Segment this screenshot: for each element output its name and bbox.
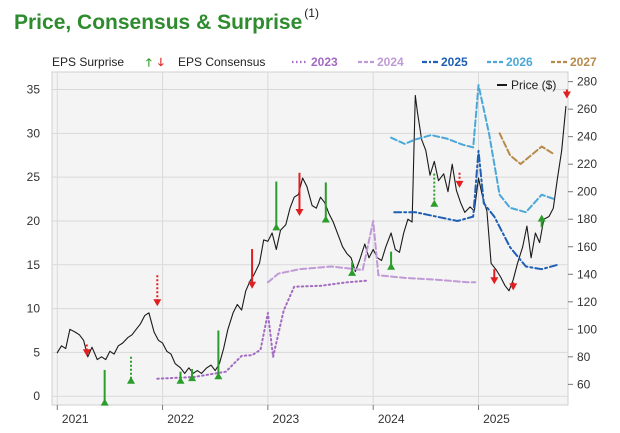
series-line-2024 — [266, 220, 477, 284]
legend-label-price: Price ($) — [511, 78, 556, 92]
right-tick-label-120: 120 — [577, 295, 597, 309]
legend-label-2023: 2023 — [311, 55, 338, 69]
surprise-arrowhead-19 — [562, 91, 571, 99]
legend-label-2026: 2026 — [506, 55, 533, 69]
surprise-arrowhead-8 — [248, 281, 257, 289]
axes: 0510152025303560801001201401601802002202… — [27, 75, 598, 426]
surprise-arrowhead-18 — [537, 214, 546, 222]
surprise-arrowhead-2 — [100, 398, 109, 406]
left-tick-label-5: 5 — [33, 345, 40, 359]
chart-title: Price, Consensus & Surprise (1) — [14, 6, 319, 35]
left-tick-label-10: 10 — [27, 302, 41, 316]
legend-arrow-down-icon: 🡓 — [158, 57, 164, 69]
right-tick-label-80: 80 — [577, 350, 591, 364]
x-tick-label-2022: 2022 — [167, 412, 194, 426]
plot-background — [51, 71, 569, 406]
x-tick-label-2021: 2021 — [62, 412, 89, 426]
series-line-2027 — [498, 132, 556, 165]
right-tick-label-220: 220 — [577, 157, 597, 171]
surprise-arrowhead-15 — [455, 180, 464, 188]
right-tick-label-280: 280 — [577, 75, 597, 89]
legend-eps-consensus: EPS Consensus — [178, 55, 265, 69]
surprise-arrowhead-17 — [509, 283, 518, 291]
surprise-arrowhead-12 — [348, 268, 357, 276]
legend-label-2025: 2025 — [441, 55, 468, 69]
x-tick-label-2023: 2023 — [273, 412, 300, 426]
surprise-arrowhead-13 — [387, 262, 396, 270]
left-tick-label-20: 20 — [27, 214, 41, 228]
left-tick-label-25: 25 — [27, 170, 41, 184]
right-tick-label-60: 60 — [577, 377, 591, 391]
chart-title-text: Price, Consensus & Surprise — [14, 11, 303, 34]
right-tick-label-100: 100 — [577, 322, 597, 336]
right-tick-label-180: 180 — [577, 212, 597, 226]
grid — [52, 72, 568, 405]
surprise-arrowhead-5 — [176, 376, 185, 384]
series-line-2026 — [390, 84, 556, 214]
legend-eps-surprise: EPS Surprise — [52, 55, 124, 69]
right-tick-label-140: 140 — [577, 267, 597, 281]
surprise-arrowhead-4 — [153, 299, 162, 307]
legend-label-2027: 2027 — [570, 55, 597, 69]
surprise-arrowhead-3 — [127, 376, 135, 384]
surprise-arrowhead-10 — [295, 209, 304, 216]
x-tick-label-2025: 2025 — [483, 412, 510, 426]
surprise-arrowhead-9 — [272, 223, 281, 231]
series-line-2025 — [393, 149, 559, 271]
plot-area — [51, 71, 569, 406]
surprise-arrowhead-7 — [214, 372, 223, 380]
surprise-arrowhead-11 — [321, 215, 330, 223]
title-footnote-mark: (1) — [304, 6, 319, 20]
right-tick-label-240: 240 — [577, 130, 597, 144]
legend-label-2024: 2024 — [377, 55, 404, 69]
left-tick-label-15: 15 — [27, 258, 41, 272]
legend: EPS Surprise 🡑 🡓 EPS Consensus 2023 2024 2025 2… — [52, 55, 597, 92]
surprise-arrowhead-1 — [82, 349, 91, 357]
series-layer — [56, 84, 567, 380]
surprise-layer — [82, 89, 571, 406]
legend-arrow-up-icon: 🡑 — [146, 57, 152, 69]
series-line-2023 — [156, 279, 369, 380]
left-tick-label-30: 30 — [27, 126, 41, 140]
surprise-arrowhead-6 — [188, 374, 197, 382]
right-tick-label-260: 260 — [577, 102, 597, 116]
left-tick-label-0: 0 — [33, 389, 40, 403]
surprise-arrowhead-14 — [430, 199, 439, 207]
x-tick-label-2024: 2024 — [378, 412, 405, 426]
left-tick-label-35: 35 — [27, 83, 41, 97]
series-line-price — [56, 94, 567, 374]
right-tick-label-200: 200 — [577, 185, 597, 199]
right-tick-label-160: 160 — [577, 240, 597, 254]
surprise-arrowhead-16 — [490, 277, 499, 285]
